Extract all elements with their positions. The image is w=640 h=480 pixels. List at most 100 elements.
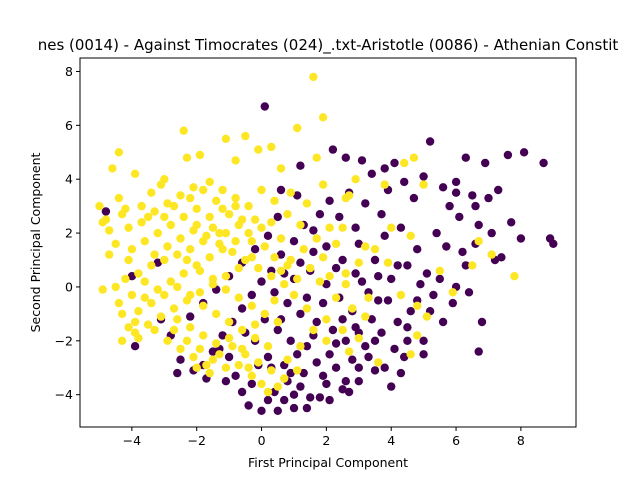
scatter-point-series-2 xyxy=(134,333,143,343)
scatter-point-series-2 xyxy=(267,272,276,281)
scatter-point-series-1 xyxy=(325,196,334,205)
scatter-point-series-2 xyxy=(192,363,201,372)
scatter-point-series-1 xyxy=(260,102,269,111)
scatter-point-series-2 xyxy=(237,215,247,224)
scatter-point-series-1 xyxy=(318,298,328,308)
scatter-point-series-1 xyxy=(176,355,185,364)
scatter-point-series-2 xyxy=(186,193,195,203)
scatter-point-series-1 xyxy=(390,344,399,354)
scatter-point-series-1 xyxy=(474,347,483,356)
scatter-point-series-2 xyxy=(114,298,124,308)
scatter-point-series-2 xyxy=(160,255,169,265)
scatter-point-series-2 xyxy=(237,325,247,335)
scatter-point-series-1 xyxy=(390,158,399,168)
scatter-point-series-1 xyxy=(263,352,273,362)
scatter-point-series-1 xyxy=(341,377,350,386)
scatter-point-series-1 xyxy=(406,307,415,316)
scatter-point-series-2 xyxy=(387,223,396,232)
scatter-point-series-1 xyxy=(507,218,516,227)
scatter-point-series-2 xyxy=(156,312,166,321)
scatter-point-series-2 xyxy=(306,263,315,273)
scatter-point-series-2 xyxy=(257,379,266,389)
scatter-point-series-2 xyxy=(318,253,328,262)
scatter-point-series-2 xyxy=(237,344,247,354)
scatter-point-series-2 xyxy=(208,355,218,364)
y-tick-label: 6 xyxy=(65,118,73,133)
scatter-point-series-1 xyxy=(357,277,367,286)
scatter-point-series-2 xyxy=(147,188,156,197)
scatter-point-series-2 xyxy=(169,304,179,313)
scatter-point-series-1 xyxy=(273,212,282,222)
scatter-point-series-2 xyxy=(257,223,266,232)
scatter-point-series-2 xyxy=(260,309,269,319)
scatter-point-series-2 xyxy=(205,253,214,262)
scatter-point-series-2 xyxy=(134,307,143,316)
scatter-point-series-1 xyxy=(296,382,305,391)
scatter-point-series-2 xyxy=(195,266,205,275)
scatter-point-series-1 xyxy=(400,352,409,362)
scatter-point-series-2 xyxy=(215,228,224,238)
scatter-point-series-1 xyxy=(455,212,464,222)
scatter-point-series-2 xyxy=(344,347,354,356)
scatter-point-series-1 xyxy=(338,255,347,265)
scatter-point-series-1 xyxy=(364,352,373,362)
scatter-point-series-2 xyxy=(192,220,201,230)
scatter-point-series-2 xyxy=(221,363,231,372)
scatter-point-series-2 xyxy=(270,253,279,262)
scatter-point-series-2 xyxy=(212,339,221,348)
scatter-point-series-2 xyxy=(296,220,305,230)
scatter-point-series-2 xyxy=(182,336,192,345)
y-axis: −4 −2 0 2 4 6 8 xyxy=(55,64,80,402)
scatter-point-series-2 xyxy=(208,223,218,232)
scatter-point-series-2 xyxy=(166,277,175,286)
scatter-point-series-1 xyxy=(474,220,483,230)
scatter-point-series-2 xyxy=(338,223,347,232)
scatter-point-series-2 xyxy=(199,301,208,310)
scatter-point-series-2 xyxy=(150,325,159,335)
scatter-point-series-1 xyxy=(247,290,256,300)
scatter-point-series-1 xyxy=(351,269,360,278)
scatter-point-series-1 xyxy=(315,210,325,219)
scatter-point-series-2 xyxy=(325,223,334,232)
scatter-point-series-2 xyxy=(176,234,185,243)
scatter-point-series-2 xyxy=(315,277,325,286)
scatter-point-series-2 xyxy=(111,282,120,292)
scatter-point-series-2 xyxy=(312,234,321,243)
scatter-point-series-1 xyxy=(361,199,370,208)
scatter-point-series-2 xyxy=(182,255,192,265)
scatter-point-series-1 xyxy=(442,242,451,251)
scatter-point-series-2 xyxy=(247,253,256,262)
scatter-point-series-2 xyxy=(250,333,260,343)
scatter-point-series-2 xyxy=(474,237,483,246)
scatter-point-series-2 xyxy=(247,371,256,380)
scatter-point-series-2 xyxy=(202,360,211,370)
scatter-point-series-2 xyxy=(192,204,201,213)
scatter-point-series-1 xyxy=(296,258,305,267)
scatter-point-series-2 xyxy=(105,250,114,259)
scatter-point-series-1 xyxy=(370,366,380,375)
scatter-point-series-2 xyxy=(254,145,263,154)
scatter-point-series-1 xyxy=(273,406,282,415)
y-tick-label: −4 xyxy=(55,387,73,402)
x-axis-label: First Principal Component xyxy=(248,455,408,470)
scatter-point-series-1 xyxy=(487,228,496,238)
scatter-point-series-2 xyxy=(260,242,269,251)
scatter-point-series-1 xyxy=(445,201,454,211)
scatter-point-series-1 xyxy=(331,263,341,273)
scatter-point-series-2 xyxy=(186,290,195,300)
scatter-point-series-2 xyxy=(247,301,256,310)
scatter-point-series-2 xyxy=(215,350,224,359)
scatter-point-series-2 xyxy=(121,204,130,213)
scatter-point-series-2 xyxy=(341,280,350,289)
scatter-point-series-2 xyxy=(124,223,133,232)
scatter-point-series-2 xyxy=(354,333,363,343)
x-tick-label: −2 xyxy=(187,433,205,448)
scatter-point-series-2 xyxy=(186,323,195,332)
scatter-point-series-1 xyxy=(325,395,334,405)
scatter-point-series-1 xyxy=(322,280,331,289)
scatter-point-series-1 xyxy=(409,193,419,203)
scatter-point-series-2 xyxy=(422,312,432,321)
scatter-point-series-1 xyxy=(186,312,195,321)
scatter-point-series-2 xyxy=(160,290,169,300)
